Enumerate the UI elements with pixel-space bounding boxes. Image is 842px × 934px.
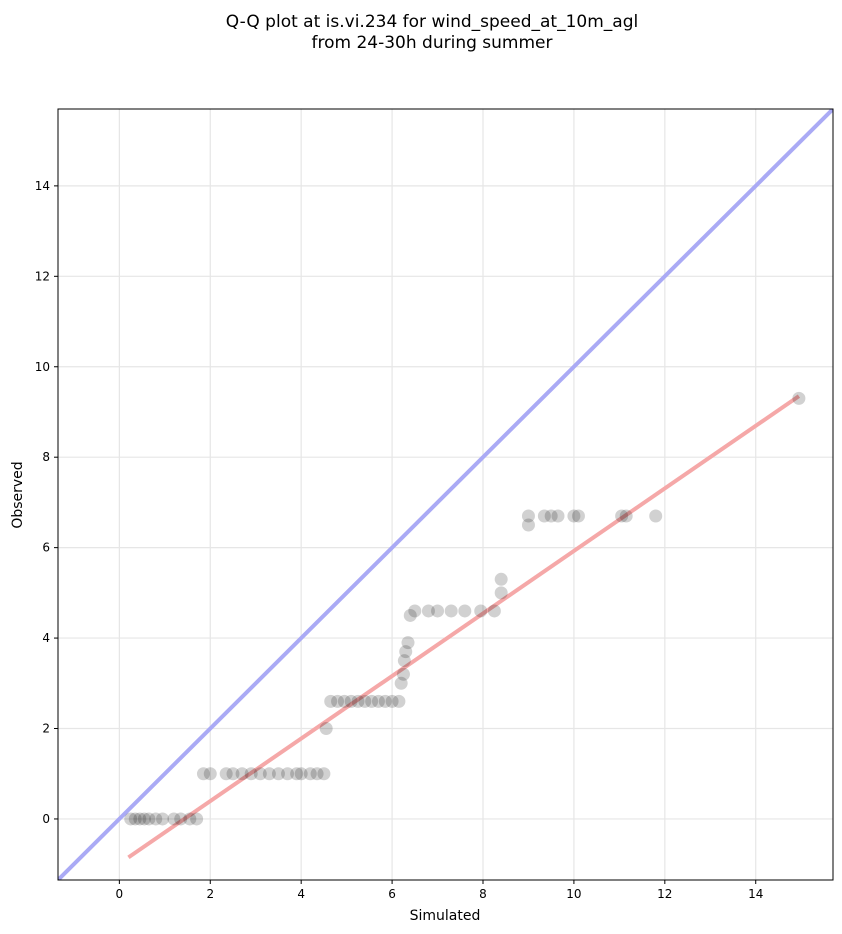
chart-title-line-2: from 24-30h during summer: [312, 33, 553, 53]
y-tick-label: 4: [42, 631, 50, 645]
scatter-point: [571, 509, 585, 523]
scatter-point: [324, 694, 338, 708]
scatter-point: [156, 812, 170, 826]
y-tick-label: 6: [42, 541, 50, 555]
x-tick-label: 8: [479, 887, 487, 901]
scatter-point: [331, 694, 345, 708]
x-tick-label: 12: [657, 887, 672, 901]
chart-title-line-1: Q-Q plot at is.vi.234 for wind_speed_at_…: [226, 12, 638, 32]
scatter-point: [401, 636, 415, 650]
scatter-point: [458, 604, 472, 618]
scatter-point: [474, 604, 488, 618]
y-tick-label: 0: [42, 812, 50, 826]
scatter-point: [421, 604, 435, 618]
x-tick-label: 2: [206, 887, 214, 901]
scatter-point: [521, 518, 535, 532]
scatter-point: [396, 667, 410, 681]
scatter-point: [174, 812, 188, 826]
x-tick-label: 4: [297, 887, 305, 901]
y-axis-ticks: 0 2 4 6 8 10 12 14: [35, 179, 58, 826]
scatter-point: [196, 767, 210, 781]
scatter-point: [392, 694, 406, 708]
scatter-point: [124, 812, 138, 826]
scatter-point: [235, 767, 249, 781]
plot-frame: [57, 108, 834, 881]
scatter-point: [219, 767, 233, 781]
scatter-point: [183, 812, 197, 826]
scatter-point: [494, 572, 508, 586]
fit-line: [127, 394, 801, 860]
scatter-point: [371, 694, 385, 708]
scatter-point: [521, 509, 535, 523]
x-axis-label: Simulated: [410, 908, 481, 924]
x-axis-ticks: 0 2 4 6 8 10 12 14: [116, 880, 763, 901]
y-tick-label: 8: [42, 450, 50, 464]
scatter-point: [262, 767, 276, 781]
scatter-point: [487, 604, 501, 618]
scatter-point: [403, 608, 417, 622]
scatter-point: [310, 767, 324, 781]
scatter-point: [365, 694, 379, 708]
scatter-points: [124, 391, 806, 826]
scatter-point: [253, 767, 267, 781]
y-tick-label: 14: [35, 179, 50, 193]
scatter-point: [378, 694, 392, 708]
scatter-point: [792, 391, 806, 405]
scatter-point: [494, 586, 508, 600]
scatter-point: [319, 722, 333, 736]
scatter-point: [244, 767, 258, 781]
scatter-point: [351, 694, 365, 708]
scatter-point: [397, 654, 411, 668]
x-tick-label: 14: [748, 887, 763, 901]
scatter-point: [271, 767, 285, 781]
scatter-point: [317, 767, 331, 781]
scatter-point: [167, 812, 181, 826]
scatter-point: [619, 509, 633, 523]
scatter-point: [385, 694, 399, 708]
scatter-point: [537, 509, 551, 523]
y-axis-label: Observed: [10, 461, 26, 528]
scatter-point: [149, 812, 163, 826]
scatter-point: [544, 509, 558, 523]
scatter-point: [142, 812, 156, 826]
chart-title: Q-Q plot at is.vi.234 for wind_speed_at_…: [226, 12, 638, 53]
scatter-point: [128, 812, 142, 826]
scatter-point: [281, 767, 295, 781]
x-tick-label: 10: [566, 887, 581, 901]
scatter-point: [551, 509, 565, 523]
scatter-point: [303, 767, 317, 781]
x-tick-label: 0: [116, 887, 124, 901]
scatter-point: [344, 694, 358, 708]
scatter-point: [294, 767, 308, 781]
y-tick-label: 2: [42, 722, 50, 736]
scatter-point: [444, 604, 458, 618]
scatter-point: [133, 812, 147, 826]
reference-lines: [58, 109, 833, 880]
scatter-point: [226, 767, 240, 781]
y-tick-label: 10: [35, 360, 50, 374]
scatter-point: [190, 812, 204, 826]
scatter-point: [408, 604, 422, 618]
identity-line: [58, 109, 833, 880]
scatter-point: [431, 604, 445, 618]
y-tick-label: 12: [35, 269, 50, 283]
scatter-point: [137, 812, 151, 826]
scatter-point: [290, 767, 304, 781]
scatter-point: [394, 676, 408, 690]
scatter-point: [567, 509, 581, 523]
scatter-point: [399, 645, 413, 659]
scatter-point: [203, 767, 217, 781]
scatter-point: [615, 509, 629, 523]
x-tick-label: 6: [388, 887, 396, 901]
scatter-point: [358, 694, 372, 708]
scatter-point: [649, 509, 663, 523]
scatter-point: [337, 694, 351, 708]
